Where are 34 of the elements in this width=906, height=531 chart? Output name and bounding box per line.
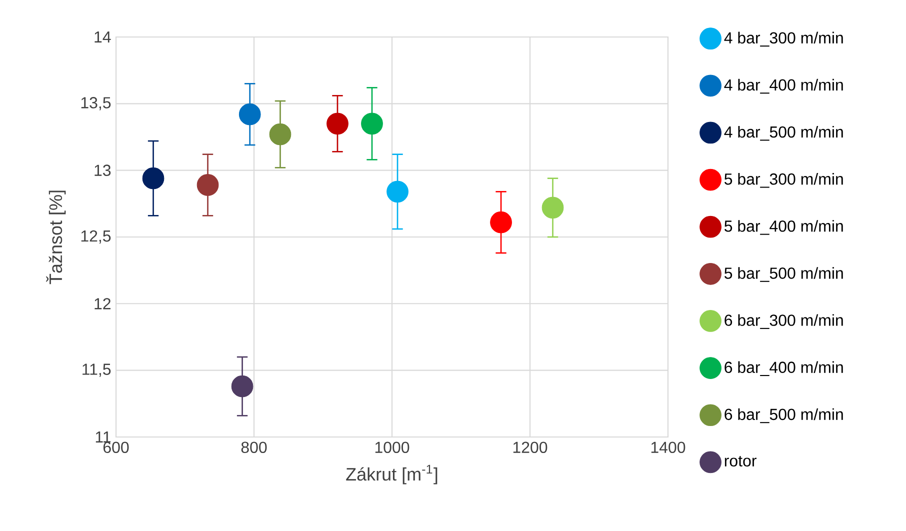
point <box>490 211 512 234</box>
legend-label: 5 bar_400 m/min <box>724 220 843 235</box>
y-tick-label: 13 <box>94 164 111 176</box>
legend-label: 5 bar_300 m/min <box>724 173 843 188</box>
y-tick-label: 12 <box>94 298 110 310</box>
y-axis-title: Ťažnsot [%] <box>46 190 66 284</box>
legend-label: 6 bar_300 m/min <box>724 314 843 329</box>
y-tick-label: 13,5 <box>81 97 111 110</box>
legend-label: 6 bar_400 m/min <box>724 361 843 376</box>
y-tick-label: 11,5 <box>82 364 111 377</box>
legend-label: 5 bar_500 m/min <box>724 267 843 282</box>
x-axis-title: Zákrut [m$^{-1}$] <box>346 464 438 484</box>
point <box>238 103 261 126</box>
point <box>386 180 408 203</box>
legend-label: 4 bar_400 m/min <box>724 78 843 94</box>
legend-label: 6 bar_500 m/min <box>724 408 843 424</box>
y-tick-label: 12,5 <box>81 230 111 244</box>
y-tick-label: 11 <box>96 431 111 442</box>
x-tick-label: 800 <box>241 442 267 454</box>
point <box>196 174 219 196</box>
point <box>231 375 254 398</box>
x-tick-label: 1400 <box>651 442 686 454</box>
point <box>269 123 292 146</box>
legend-label: rotor <box>724 456 756 467</box>
point <box>542 196 564 219</box>
legend-label: 4 bar_300 m/min <box>724 32 843 47</box>
point <box>361 112 383 135</box>
point <box>326 112 348 135</box>
y-tick-label: 14 <box>94 31 111 42</box>
x-tick-label: 1200 <box>513 442 548 454</box>
point <box>142 167 164 190</box>
x-tick-label: 600 <box>103 442 129 454</box>
x-tick-label: 1000 <box>375 442 410 454</box>
legend-label: 4 bar_500 m/min <box>724 126 843 141</box>
